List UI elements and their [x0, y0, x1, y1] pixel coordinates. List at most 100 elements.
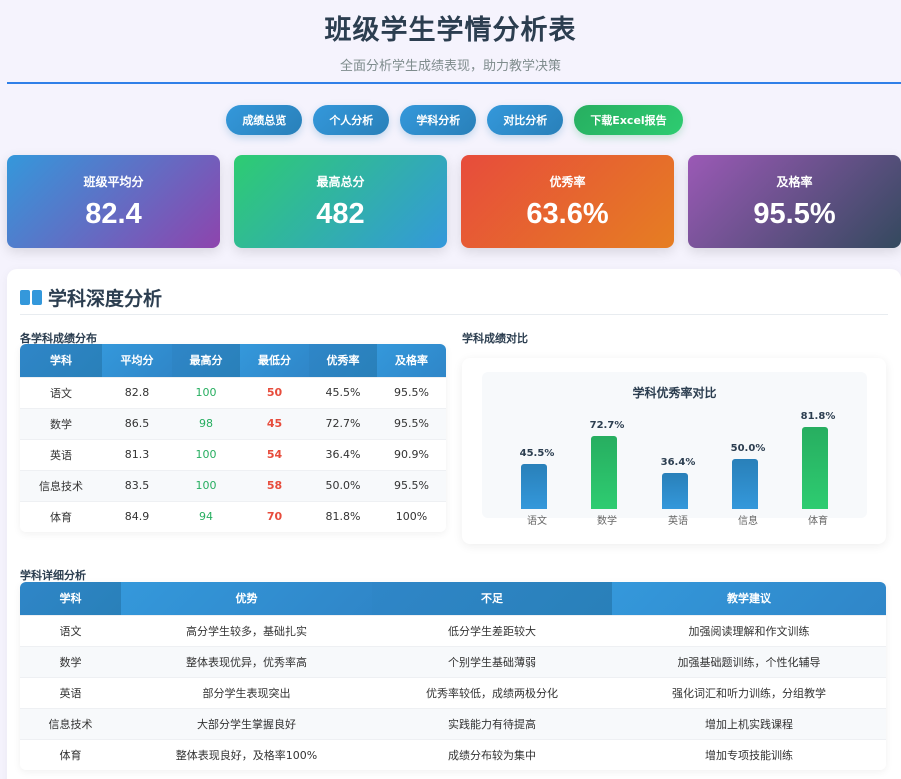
individual-analysis-button[interactable]: 个人分析 [313, 105, 390, 135]
subject-cell: 体育 [20, 738, 121, 770]
subject-cell: 信息技术 [20, 469, 102, 501]
weakness-cell: 个别学生基础薄弱 [372, 645, 612, 677]
detail-label: 学科详细分析 [20, 569, 86, 582]
suggestion-cell: 加强阅读理解和作文训练 [612, 614, 886, 646]
overview-button[interactable]: 成绩总览 [226, 105, 303, 135]
table-row: 语文 高分学生较多，基础扎实 低分学生差距较大 加强阅读理解和作文训练 [20, 614, 886, 646]
average-cell: 83.5 [102, 469, 172, 501]
panel-divider [20, 314, 888, 315]
bar-value-label: 45.5% [519, 448, 555, 459]
excellence-cell: 45.5% [309, 376, 377, 408]
stat-card-class-average: 班级平均分 82.4 [7, 155, 220, 248]
min-cell: 70 [240, 500, 309, 532]
max-cell: 100 [172, 376, 240, 408]
max-cell: 100 [172, 438, 240, 470]
comparison-chart-card: 学科优秀率对比 45.5% 语文 72.7% 数学 36.4% 英语 50.0%… [462, 358, 886, 544]
bar-category-label: 信息 [738, 516, 758, 527]
panel-title: 学科深度分析 [20, 284, 162, 311]
stats-row: 班级平均分 82.4 最高总分 482 优秀率 63.6% 及格率 95.5% [7, 155, 901, 248]
subject-cell: 语文 [20, 614, 121, 646]
stat-label: 优秀率 [549, 175, 586, 189]
strength-cell: 部分学生表现突出 [121, 676, 372, 708]
bar-pe [802, 427, 828, 509]
bar-english [662, 473, 688, 509]
average-cell: 81.3 [102, 438, 172, 470]
max-cell: 98 [172, 407, 240, 439]
table-row: 体育 整体表现良好，及格率100% 成绩分布较为集中 增加专项技能训练 [20, 738, 886, 770]
table-row: 数学 86.5 98 45 72.7% 95.5% [20, 407, 446, 439]
bar-chinese [521, 464, 547, 509]
bar-math [591, 436, 617, 509]
pass-cell: 90.9% [377, 438, 446, 470]
stat-card-pass-rate: 及格率 95.5% [688, 155, 901, 248]
page-subtitle: 全面分析学生成绩表现，助力教学决策 [339, 59, 561, 74]
max-cell: 94 [172, 500, 240, 532]
strength-cell: 整体表现良好，及格率100% [121, 738, 372, 770]
column-header: 平均分 [102, 344, 172, 377]
distribution-table: 学科 平均分 最高分 最低分 优秀率 及格率 语文 82.8 100 50 45… [20, 344, 446, 532]
column-header: 及格率 [377, 344, 446, 377]
stat-value: 95.5% [753, 198, 836, 230]
bar-value-label: 81.8% [800, 411, 836, 422]
subject-analysis-panel: 学科深度分析 各学科成绩分布 学科 平均分 最高分 最低分 优秀率 及格率 语文… [7, 269, 901, 779]
bar-value-label: 50.0% [730, 443, 766, 454]
column-header: 最低分 [240, 344, 309, 377]
suggestion-cell: 增加上机实践课程 [612, 707, 886, 739]
subject-cell: 语文 [20, 376, 102, 408]
max-cell: 100 [172, 469, 240, 501]
table-header-row: 学科 优势 不足 教学建议 [20, 582, 886, 615]
weakness-cell: 成绩分布较为集中 [372, 738, 612, 770]
table-row: 信息技术 大部分学生掌握良好 实践能力有待提高 增加上机实践课程 [20, 707, 886, 739]
comparison-analysis-button[interactable]: 对比分析 [487, 105, 564, 135]
excellence-cell: 36.4% [309, 438, 377, 470]
bar-it [732, 459, 758, 509]
stat-value: 63.6% [526, 198, 609, 230]
pass-cell: 95.5% [377, 376, 446, 408]
table-header-row: 学科 平均分 最高分 最低分 优秀率 及格率 [20, 344, 446, 377]
subject-cell: 体育 [20, 500, 102, 532]
subject-cell: 英语 [20, 676, 121, 708]
subject-cell: 数学 [20, 407, 102, 439]
subject-cell: 信息技术 [20, 707, 121, 739]
table-row: 英语 部分学生表现突出 优秀率较低，成绩两极分化 强化词汇和听力训练，分组教学 [20, 676, 886, 708]
table-row: 体育 84.9 94 70 81.8% 100% [20, 500, 446, 532]
suggestion-cell: 强化词汇和听力训练，分组教学 [612, 676, 886, 708]
stat-card-highest-total: 最高总分 482 [234, 155, 447, 248]
chart-title: 学科优秀率对比 [632, 386, 717, 400]
bar-chart: 学科优秀率对比 45.5% 语文 72.7% 数学 36.4% 英语 50.0%… [482, 372, 867, 527]
subject-cell: 英语 [20, 438, 102, 470]
min-cell: 58 [240, 469, 309, 501]
average-cell: 82.8 [102, 376, 172, 408]
suggestion-cell: 增加专项技能训练 [612, 738, 886, 770]
stat-card-excellence-rate: 优秀率 63.6% [461, 155, 674, 248]
column-header: 不足 [372, 582, 612, 615]
header-divider [7, 82, 901, 84]
min-cell: 54 [240, 438, 309, 470]
column-header: 优秀率 [309, 344, 377, 377]
excellence-cell: 50.0% [309, 469, 377, 501]
column-header: 教学建议 [612, 582, 886, 615]
weakness-cell: 优秀率较低，成绩两极分化 [372, 676, 612, 708]
bar-category-label: 数学 [597, 516, 617, 527]
table-row: 语文 82.8 100 50 45.5% 95.5% [20, 376, 446, 408]
excellence-cell: 72.7% [309, 407, 377, 439]
bar-value-label: 72.7% [589, 420, 625, 431]
stat-label: 班级平均分 [83, 175, 144, 189]
pass-cell: 95.5% [377, 407, 446, 439]
strength-cell: 大部分学生掌握良好 [121, 707, 372, 739]
column-header: 最高分 [172, 344, 240, 377]
distribution-label: 各学科成绩分布 [20, 332, 97, 345]
table-row: 英语 81.3 100 54 36.4% 90.9% [20, 438, 446, 470]
weakness-cell: 低分学生差距较大 [372, 614, 612, 646]
detail-table: 学科 优势 不足 教学建议 语文 高分学生较多，基础扎实 低分学生差距较大 加强… [20, 582, 886, 770]
suggestion-cell: 加强基础题训练，个性化辅导 [612, 645, 886, 677]
subject-analysis-button[interactable]: 学科分析 [400, 105, 477, 135]
stat-value: 82.4 [85, 198, 142, 230]
bar-category-label: 英语 [668, 516, 688, 527]
panel-title-text: 学科深度分析 [48, 288, 163, 310]
weakness-cell: 实践能力有待提高 [372, 707, 612, 739]
download-excel-button[interactable]: 下载Excel报告 [574, 105, 683, 135]
stat-value: 482 [316, 198, 365, 230]
pass-cell: 100% [377, 500, 446, 532]
stat-label: 及格率 [776, 175, 813, 189]
